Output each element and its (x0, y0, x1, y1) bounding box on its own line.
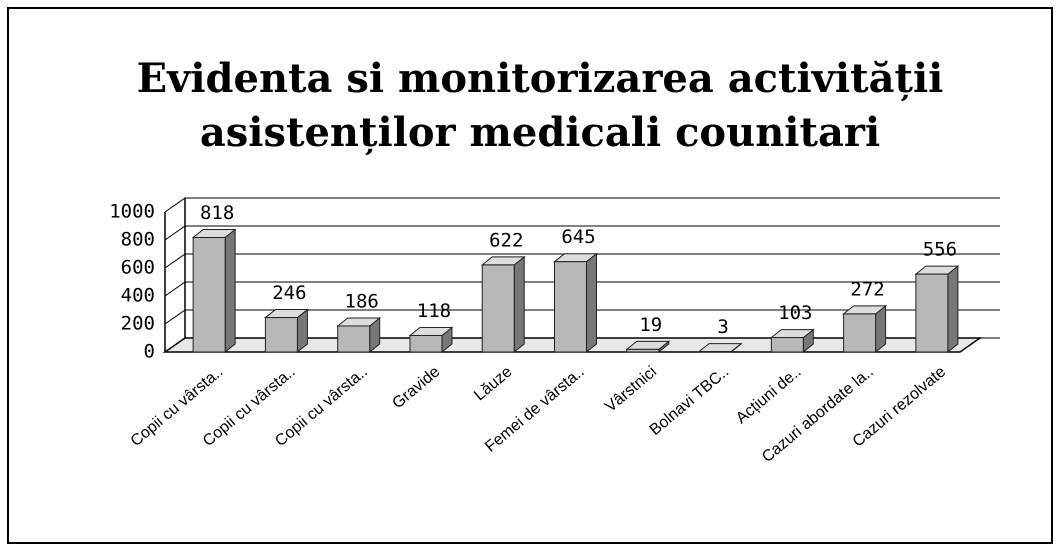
grid-line (164, 225, 1000, 241)
bar (192, 236, 226, 353)
value-label: 3 (717, 316, 728, 338)
bar (409, 334, 443, 353)
value-label: 556 (923, 239, 957, 261)
y-tick-label: 1000 (109, 201, 155, 223)
bar (554, 261, 587, 353)
y-tick-label: 200 (121, 313, 155, 335)
value-label: 103 (778, 302, 812, 324)
chart-border (7, 7, 1053, 544)
y-tick-label: 0 (144, 341, 155, 363)
grid-line (164, 253, 1000, 269)
bar-side (513, 255, 525, 354)
value-label: 246 (272, 282, 306, 304)
value-label: 818 (200, 202, 234, 224)
y-tick-label: 400 (121, 285, 155, 307)
y-tick-label: 600 (121, 257, 155, 279)
bar (626, 348, 660, 353)
grid-line (164, 309, 1000, 325)
value-label: 645 (561, 226, 595, 248)
bar-side (224, 228, 236, 354)
bar (915, 273, 949, 353)
value-label: 272 (850, 278, 884, 300)
grid-line (164, 197, 1000, 213)
bar (843, 313, 877, 353)
bar-side (586, 252, 597, 354)
chart-title: Evidenta si monitorizarea activității (137, 55, 944, 102)
y-tick-label: 800 (121, 229, 155, 251)
value-label: 622 (489, 229, 523, 251)
bar (337, 325, 371, 353)
grid-line (164, 337, 1000, 353)
bar (264, 317, 298, 353)
bar (481, 264, 515, 353)
value-label: 19 (639, 314, 662, 336)
value-label: 186 (345, 290, 379, 312)
bar (770, 337, 804, 353)
grid-line (164, 281, 1000, 297)
bar-side (947, 265, 959, 354)
value-label: 118 (417, 300, 451, 322)
chart-title: asistenților medicali counitari (200, 109, 880, 156)
